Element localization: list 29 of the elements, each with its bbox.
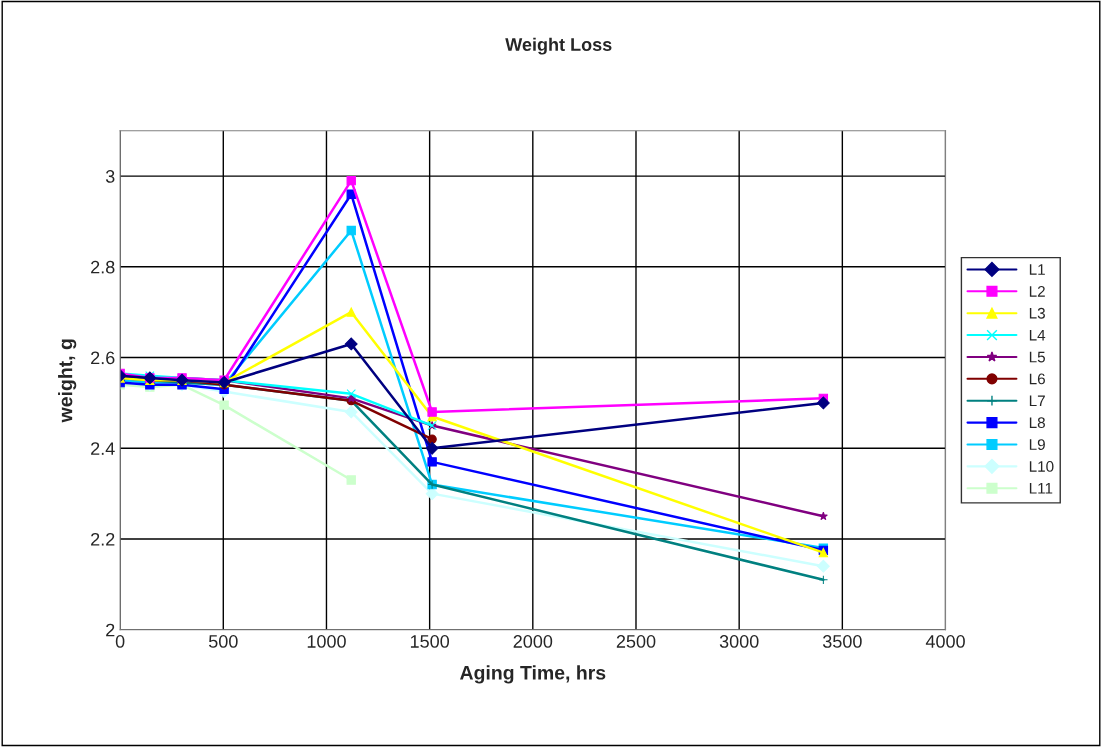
x-tick-label: 500 [208, 635, 238, 648]
legend-label: L4 [1029, 329, 1046, 341]
x-tick-label: 0 [115, 635, 125, 648]
x-tick-label: 1000 [307, 635, 346, 648]
legend-label: L1 [1029, 264, 1045, 275]
chart-title: Weight Loss [505, 37, 612, 55]
x-tick-label: 1500 [410, 635, 450, 648]
x-tick-label: 3500 [822, 635, 862, 648]
legend-label: L7 [1029, 395, 1045, 407]
legend-label: L6 [1029, 373, 1045, 385]
x-tick-label: 4000 [925, 635, 965, 648]
y-tick-label: 3 [105, 170, 115, 183]
y-axis-title: weight, g [58, 339, 77, 423]
legend-label: L8 [1029, 417, 1045, 429]
y-tick-label: 2.6 [91, 351, 115, 365]
y-tick-label: 2 [106, 623, 115, 637]
y-tick-label: 2.2 [91, 532, 115, 546]
legend-label: L10 [1029, 461, 1054, 472]
y-tick-label: 2.4 [91, 442, 115, 455]
legend-label: L3 [1029, 307, 1045, 319]
x-axis-title: Aging Time, hrs [460, 665, 606, 684]
x-tick-label: 2000 [513, 635, 553, 648]
legend-label: L2 [1029, 285, 1045, 297]
y-tick-label: 2.8 [91, 260, 115, 274]
legend-label: L11 [1029, 483, 1053, 494]
legend-label: L5 [1029, 351, 1045, 363]
legend-label: L9 [1029, 439, 1045, 450]
x-tick-label: 3000 [719, 635, 759, 648]
x-tick-label: 2500 [616, 635, 656, 648]
